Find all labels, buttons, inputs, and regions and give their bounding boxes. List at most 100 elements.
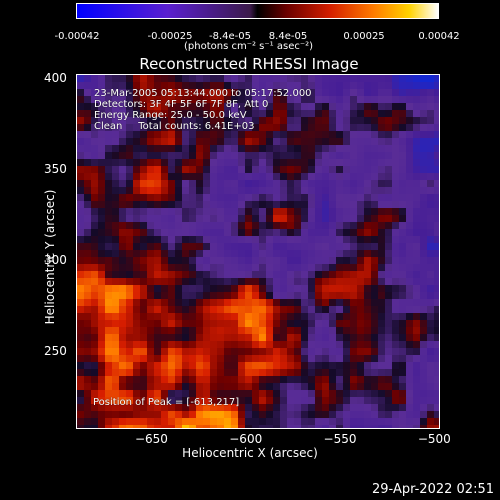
heatmap-cell (238, 222, 246, 230)
heatmap-cell (217, 96, 225, 104)
heatmap-cell (91, 341, 99, 349)
heatmap-cell (245, 271, 253, 279)
x-tick-label: −600 (229, 432, 263, 446)
heatmap-cell (77, 257, 85, 265)
heatmap-cell (231, 180, 239, 188)
heatmap-cell (182, 327, 190, 335)
heatmap-cell (217, 320, 225, 328)
heatmap-cell (434, 341, 439, 349)
heatmap-cell (252, 404, 260, 412)
heatmap-cell (140, 145, 148, 153)
heatmap-cell (119, 152, 127, 160)
heatmap-cell (427, 383, 435, 391)
heatmap-cell (406, 180, 414, 188)
heatmap-cell (147, 215, 155, 223)
heatmap-cell (161, 411, 169, 419)
x-tick-label: −500 (417, 432, 451, 446)
heatmap-cell (189, 271, 197, 279)
heatmap-cell (252, 96, 260, 104)
heatmap-cell (245, 278, 253, 286)
heatmap-cell (196, 117, 204, 125)
heatmap-cell (371, 194, 379, 202)
heatmap-cell (161, 229, 169, 237)
heatmap-cell (154, 411, 162, 419)
heatmap-cell (392, 362, 400, 370)
heatmap-cell (217, 327, 225, 335)
heatmap-cell (147, 355, 155, 363)
heatmap-cell (238, 96, 246, 104)
heatmap-cell (336, 383, 344, 391)
heatmap-cell (231, 264, 239, 272)
heatmap-cell (224, 411, 232, 419)
heatmap-cell (364, 152, 372, 160)
heatmap-cell (112, 166, 120, 174)
heatmap-cell (280, 313, 288, 321)
heatmap-cell (259, 285, 267, 293)
heatmap-cell (252, 306, 260, 314)
heatmap-cell (175, 404, 183, 412)
heatmap-cell (210, 159, 218, 167)
heatmap-cell (420, 131, 428, 139)
heatmap-cell (154, 271, 162, 279)
heatmap-cell (140, 285, 148, 293)
heatmap-cell (273, 117, 281, 125)
heatmap-cell (77, 243, 85, 251)
heatmap-cell (273, 110, 281, 118)
heatmap-cell (84, 159, 92, 167)
heatmap-cell (196, 173, 204, 181)
heatmap-cell (329, 138, 337, 146)
heatmap-cell (217, 390, 225, 398)
heatmap-cell (427, 390, 435, 398)
heatmap-cell (91, 124, 99, 132)
heatmap-cell (336, 250, 344, 258)
heatmap-cell (203, 404, 211, 412)
heatmap-cell (175, 362, 183, 370)
heatmap-cell (245, 355, 253, 363)
heatmap-cell (252, 75, 260, 83)
heatmap-cell (154, 103, 162, 111)
heatmap-cell (357, 285, 365, 293)
heatmap-cell (385, 348, 393, 356)
heatmap-cell (98, 180, 106, 188)
heatmap-cell (231, 187, 239, 195)
heatmap-cell (399, 306, 407, 314)
heatmap-cell (189, 173, 197, 181)
heatmap-cell (329, 166, 337, 174)
heatmap-cell (84, 362, 92, 370)
heatmap-cell (350, 96, 358, 104)
heatmap-cell (273, 187, 281, 195)
heatmap-cell (280, 222, 288, 230)
heatmap-cell (217, 341, 225, 349)
heatmap-cell (413, 187, 421, 195)
heatmap-cell (77, 411, 85, 419)
heatmap-cell (329, 418, 337, 426)
heatmap-cell (196, 250, 204, 258)
heatmap-cell (413, 124, 421, 132)
heatmap-cell (161, 397, 169, 405)
heatmap-cell (77, 96, 85, 104)
heatmap-cell (329, 208, 337, 216)
heatmap-cell (119, 215, 127, 223)
heatmap-cell (175, 348, 183, 356)
heatmap-cell (105, 117, 113, 125)
heatmap-cell (378, 271, 386, 279)
heatmap-cell (385, 383, 393, 391)
heatmap-cell (336, 376, 344, 384)
heatmap-cell (245, 180, 253, 188)
heatmap-cell (406, 418, 414, 426)
heatmap-cell (210, 383, 218, 391)
heatmap-cell (168, 285, 176, 293)
heatmap-cell (245, 75, 253, 83)
colorbar-unit-label: (photons cm⁻² s⁻¹ asec⁻²) (184, 41, 314, 52)
heatmap-cell (308, 243, 316, 251)
heatmap-cell (385, 292, 393, 300)
heatmap-cell (252, 117, 260, 125)
heatmap-cell (126, 75, 134, 83)
heatmap-cell (84, 271, 92, 279)
heatmap-cell (175, 299, 183, 307)
heatmap-cell (385, 124, 393, 132)
heatmap-cell (217, 75, 225, 83)
heatmap-cell (357, 187, 365, 195)
heatmap-cell (413, 159, 421, 167)
heatmap-cell (154, 418, 162, 426)
